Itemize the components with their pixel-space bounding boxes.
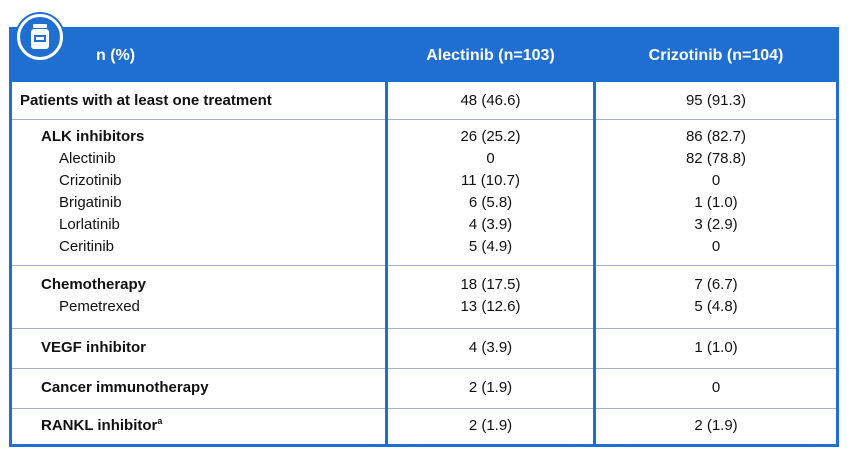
row-label: Crizotinib bbox=[59, 172, 122, 189]
column-divider bbox=[385, 82, 388, 444]
table-header: n (%) Alectinib (n=103) Crizotinib (n=10… bbox=[12, 30, 836, 82]
row-separator bbox=[388, 119, 593, 120]
row-separator bbox=[12, 368, 385, 369]
cell-crizotinib: 5 (4.8) bbox=[694, 298, 738, 315]
cell-alectinib: 26 (25.2) bbox=[460, 128, 521, 145]
cell-alectinib: 2 (1.9) bbox=[468, 379, 513, 396]
row-label: Chemotherapy bbox=[41, 276, 147, 293]
cell-crizotinib: 0 bbox=[711, 238, 721, 255]
cell-alectinib: 4 (3.9) bbox=[468, 339, 513, 356]
cell-crizotinib: 3 (2.9) bbox=[694, 216, 738, 233]
medicine-bottle-glyph bbox=[31, 24, 49, 49]
cell-alectinib: 2 (1.9) bbox=[468, 417, 513, 434]
cell-crizotinib: 7 (6.7) bbox=[694, 276, 738, 293]
row-separator bbox=[596, 119, 836, 120]
row-separator bbox=[596, 368, 836, 369]
cell-crizotinib: 95 (91.3) bbox=[685, 92, 747, 109]
cell-crizotinib: 1 (1.0) bbox=[694, 194, 738, 211]
cell-alectinib: 48 (46.6) bbox=[460, 92, 521, 109]
cell-alectinib: 18 (17.5) bbox=[460, 276, 521, 293]
row-label: Brigatinib bbox=[59, 194, 122, 211]
cell-alectinib: 11 (10.7) bbox=[461, 172, 520, 189]
row-label-text: RANKL inhibitor bbox=[41, 417, 158, 434]
header-label: n (%) bbox=[96, 47, 136, 64]
medicine-bottle-icon bbox=[17, 14, 63, 60]
column-divider bbox=[593, 82, 596, 444]
row-label: Lorlatinib bbox=[59, 216, 120, 233]
row-label: ALK inhibitors bbox=[41, 128, 145, 145]
row-separator bbox=[388, 408, 593, 409]
row-separator bbox=[12, 265, 385, 266]
cell-crizotinib: 82 (78.8) bbox=[685, 150, 747, 167]
cell-crizotinib: 1 (1.0) bbox=[694, 339, 738, 356]
row-separator bbox=[596, 265, 836, 266]
row-label: RANKL inhibitora bbox=[41, 415, 162, 437]
row-separator bbox=[12, 408, 385, 409]
footnote-marker: a bbox=[157, 416, 163, 426]
cell-alectinib: 6 (5.8) bbox=[468, 194, 513, 211]
row-label: Alectinib bbox=[59, 150, 116, 167]
row-separator bbox=[388, 328, 593, 329]
header-alectinib: Alectinib (n=103) bbox=[426, 47, 555, 64]
row-label: Ceritinib bbox=[59, 238, 115, 255]
row-label: Pemetrexed bbox=[59, 298, 140, 315]
cell-alectinib: 0 bbox=[486, 150, 495, 167]
cell-crizotinib: 86 (82.7) bbox=[685, 128, 747, 145]
header-crizotinib: Crizotinib (n=104) bbox=[648, 47, 784, 64]
cell-alectinib: 4 (3.9) bbox=[468, 216, 513, 233]
cell-crizotinib: 2 (1.9) bbox=[694, 417, 738, 434]
row-separator bbox=[12, 119, 385, 120]
row-separator bbox=[388, 368, 593, 369]
row-label: Cancer immunotherapy bbox=[41, 379, 209, 396]
cell-alectinib: 5 (4.9) bbox=[468, 238, 513, 255]
row-separator bbox=[596, 408, 836, 409]
row-label: Patients with at least one treatment bbox=[20, 92, 272, 109]
row-separator bbox=[596, 328, 836, 329]
cell-crizotinib: 0 bbox=[711, 379, 721, 396]
treatment-table: n (%) Alectinib (n=103) Crizotinib (n=10… bbox=[9, 27, 839, 447]
row-separator bbox=[12, 328, 385, 329]
cell-alectinib: 13 (12.6) bbox=[460, 298, 521, 315]
cell-crizotinib: 0 bbox=[711, 172, 721, 189]
row-label: VEGF inhibitor bbox=[41, 339, 146, 356]
row-separator bbox=[388, 265, 593, 266]
